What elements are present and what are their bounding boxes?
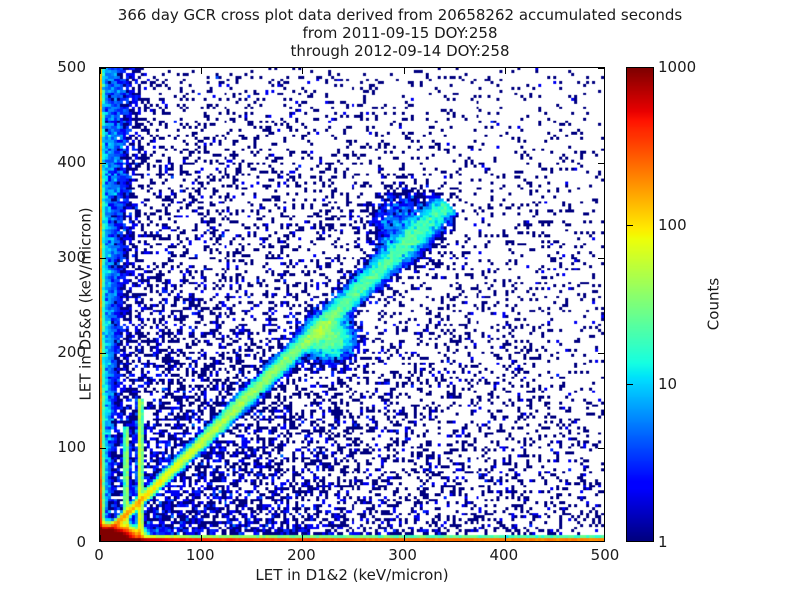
x-tick-mark — [100, 68, 101, 74]
y-tick-mark — [100, 353, 106, 354]
colorbar-tick-label: 100 — [658, 216, 687, 235]
colorbar-tick-label: 1 — [658, 533, 668, 551]
x-tick-mark — [504, 535, 506, 541]
colorbar-tick-mark — [626, 383, 633, 385]
y-tick-label: 400 — [57, 153, 86, 171]
y-axis-title: LET in D5&6 (keV/micron) — [76, 207, 95, 401]
x-tick-label: 0 — [94, 546, 104, 564]
x-tick-mark — [100, 535, 101, 541]
x-tick-mark — [201, 535, 203, 541]
figure-title: 366 day GCR cross plot data derived from… — [0, 6, 800, 60]
colorbar-tick-label: 1000 — [658, 58, 697, 76]
colorbar-tick-label: 10 — [658, 374, 678, 393]
x-tick-mark — [403, 68, 405, 74]
x-tick-mark — [504, 68, 506, 74]
y-tick-mark — [598, 258, 604, 259]
x-tick-label: 300 — [388, 546, 417, 564]
x-tick-label: 400 — [489, 546, 519, 564]
x-tick-mark — [201, 68, 203, 74]
y-tick-mark — [598, 163, 604, 164]
colorbar-gradient — [627, 68, 653, 541]
x-tick-mark — [302, 535, 304, 541]
y-tick-mark — [100, 163, 106, 164]
y-tick-label: 300 — [57, 248, 86, 266]
density-heatmap-canvas — [100, 68, 604, 541]
y-tick-mark — [598, 68, 604, 69]
y-tick-mark — [100, 258, 106, 259]
x-axis-title: LET in D1&2 (keV/micron) — [255, 566, 449, 584]
y-tick-mark — [598, 353, 604, 354]
y-tick-label: 100 — [57, 438, 86, 456]
plot-area — [99, 67, 605, 542]
colorbar-title: Counts — [704, 277, 723, 331]
x-tick-label: 100 — [185, 546, 215, 564]
y-tick-label: 200 — [57, 343, 86, 361]
y-tick-mark — [100, 448, 106, 449]
y-tick-mark — [598, 448, 604, 449]
figure-title-line-2: from 2011-09-15 DOY:258 — [302, 24, 498, 42]
colorbar-title-wrap: Counts — [700, 67, 728, 542]
y-tick-mark — [100, 68, 106, 69]
figure-title-line-3: through 2012-09-14 DOY:258 — [290, 42, 510, 60]
x-tick-mark — [403, 535, 405, 541]
colorbar — [626, 67, 654, 542]
x-tick-label: 500 — [590, 546, 620, 564]
y-tick-label: 500 — [57, 58, 86, 76]
y-tick-label: 0 — [76, 533, 86, 551]
colorbar-tick-mark — [626, 225, 633, 227]
figure-title-line-1: 366 day GCR cross plot data derived from… — [117, 6, 683, 24]
y-axis-title-wrap: LET in D5&6 (keV/micron) — [18, 67, 95, 542]
x-tick-label: 200 — [287, 546, 316, 564]
x-tick-mark — [302, 68, 304, 74]
